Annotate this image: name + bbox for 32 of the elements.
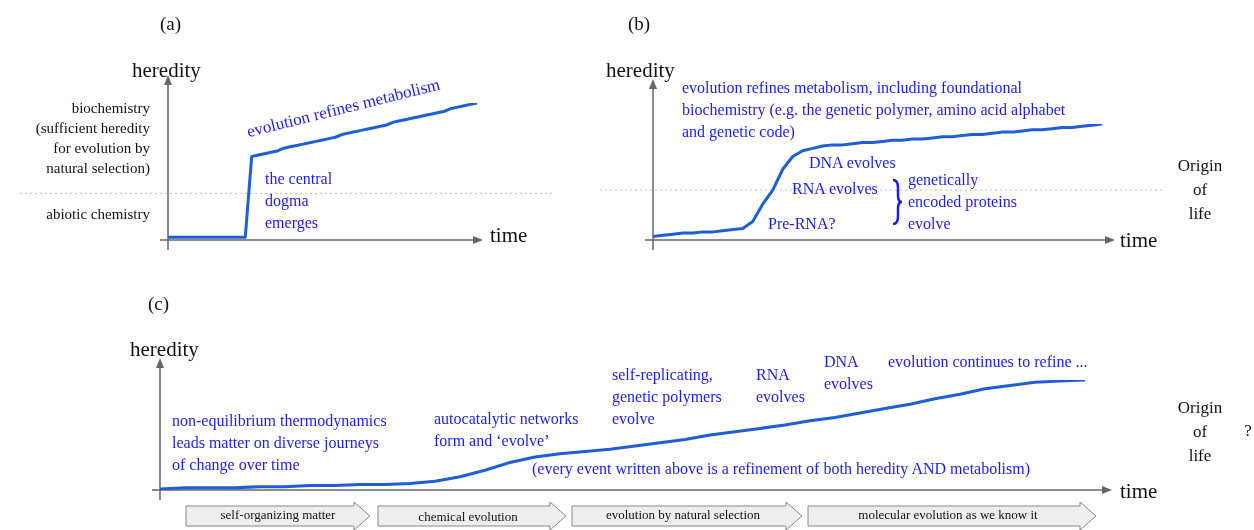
annotation: (every event written above is a refinement of both heredity AND metabolism) (532, 459, 1031, 479)
annotation: DNA evolves (809, 153, 896, 173)
annotation: DNA evolves (824, 352, 873, 394)
annotation: evolution refines metabolism (244, 73, 443, 143)
y-axis-title: heredity (130, 336, 199, 362)
annotation: non-equilibrium thermodynamics leads matter on diverse journeys of change over time (172, 411, 387, 476)
text: evolution continues to refine ... (888, 352, 1088, 372)
text: molecular evolution as we know it (858, 506, 1038, 524)
annotation: RNA evolves (756, 365, 805, 407)
x-axis-title: time (1120, 478, 1158, 504)
annotation: autocatalytic networks form and ‘evolve’ (434, 409, 579, 451)
text: evolution by natural selection (605, 506, 761, 524)
annotation: evolution refines metabolism, including foundational biochemistry (e.g. the genetic polymer, amino acid alphabet and genetic code) (682, 78, 1066, 143)
chart-title: (c) (148, 292, 170, 316)
annotation: genetically encoded proteins evolve (908, 170, 1017, 234)
y-axis-title: heredity (132, 57, 201, 83)
x-axis-title: time (490, 222, 528, 248)
ref-line-label: Origin of life (1177, 155, 1223, 225)
text: abiotic chemistry (46, 205, 150, 224)
text: ? (1244, 420, 1252, 442)
text: Origin of life (1177, 397, 1223, 467)
x-axis-title: time (1120, 227, 1158, 253)
chart-title: (b) (628, 12, 651, 36)
annotation: Pre-RNA? (768, 214, 836, 234)
y-axis-title: heredity (606, 57, 675, 83)
annotation: the central dogma emerges (265, 169, 333, 234)
annotation: RNA evolves (792, 179, 878, 199)
text: self-organizing matter (220, 506, 336, 524)
text: biochemistry (sufficient heredity for evolution by natural selection) (35, 99, 150, 178)
text: chemical evolution (418, 508, 518, 526)
chart-title: (a) (160, 12, 182, 36)
annotation: self-replicating, genetic polymers evolve (612, 365, 722, 429)
